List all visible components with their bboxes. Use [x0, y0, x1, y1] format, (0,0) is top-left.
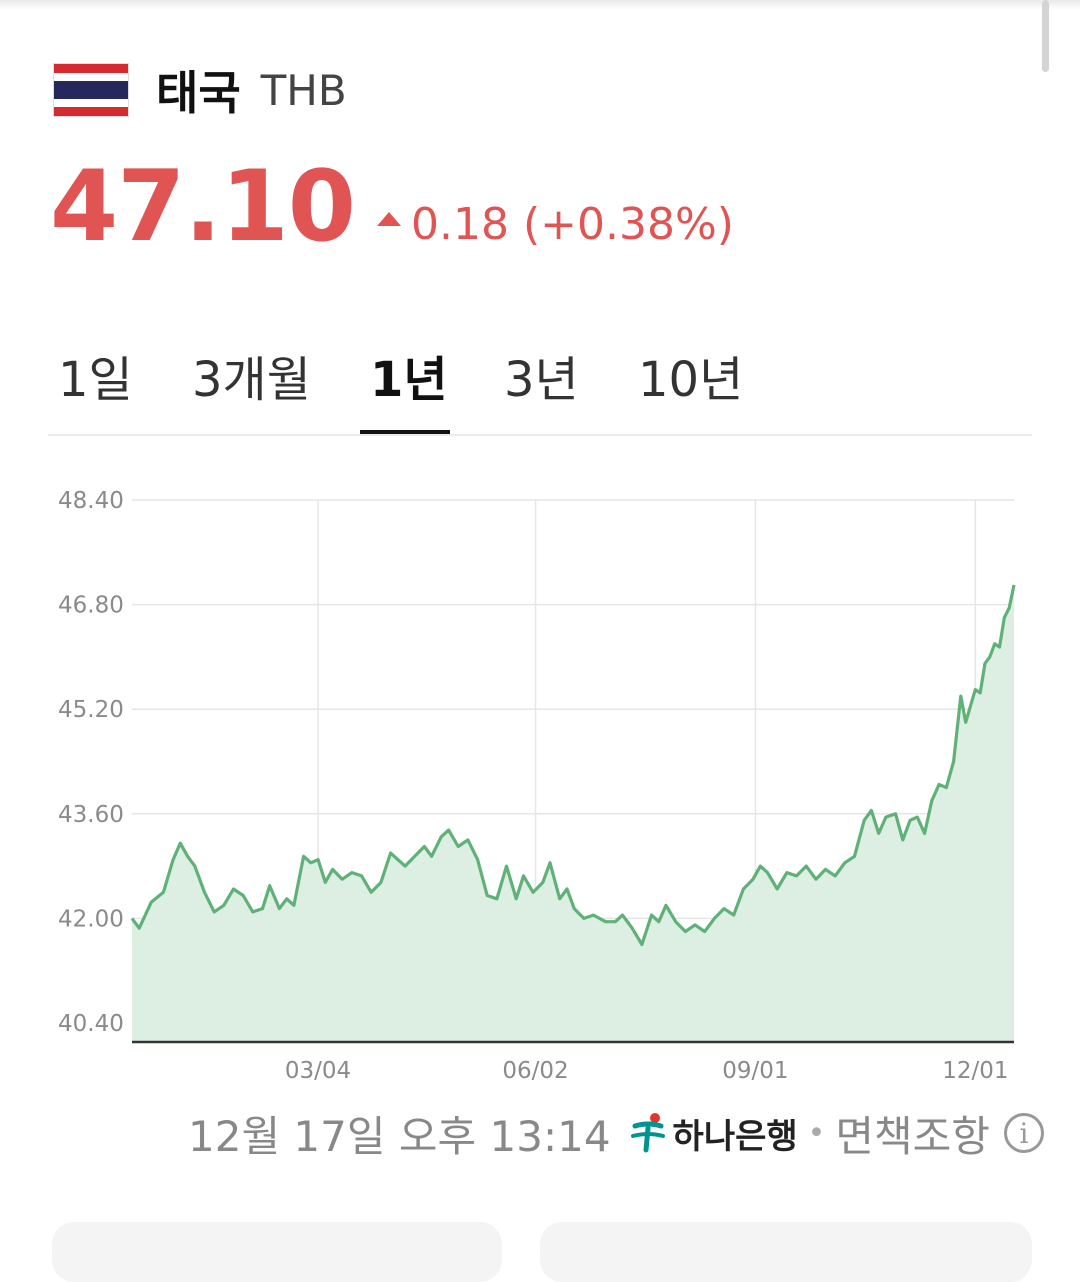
x-tick-label: 09/01: [722, 1058, 788, 1084]
tab-1d[interactable]: 1일: [58, 352, 133, 408]
period-tabs: 1일 3개월 1년 3년 10년: [48, 320, 1032, 436]
y-tick-label: 46.80: [58, 593, 124, 619]
chart-area-fill: [132, 585, 1014, 1042]
update-timestamp: 12월 17일 오후 13:14: [188, 1111, 611, 1161]
y-tick-label: 45.20: [58, 697, 124, 723]
footer: 12월 17일 오후 13:14 하나은행 • 면책조항 i: [188, 1108, 1044, 1161]
currency-code: THB: [260, 65, 347, 115]
currency-header: 태국 THB: [54, 60, 347, 120]
x-tick-label: 12/01: [942, 1058, 1008, 1084]
disclaimer-link[interactable]: 면책조항: [835, 1111, 990, 1161]
tab-3m[interactable]: 3개월: [192, 352, 311, 408]
bank-name: 하나은행: [672, 1116, 798, 1157]
info-icon[interactable]: i: [1003, 1113, 1044, 1153]
tab-10y[interactable]: 10년: [638, 352, 744, 408]
top-shadow: [0, 0, 1080, 10]
card-left[interactable]: [52, 1222, 502, 1282]
y-tick-label: 42.00: [58, 906, 124, 932]
y-tick-label: 43.60: [58, 802, 124, 828]
rate-chart: 48.40 46.80 45.20 43.60 42.00 40.40 03/04 06/0…: [58, 488, 1016, 1084]
chart-series-line: [130, 584, 1016, 947]
exchange-rate: 47.10: [50, 150, 356, 264]
tab-1y[interactable]: 1년: [370, 352, 448, 408]
y-tick-label: 48.40: [58, 488, 124, 514]
y-tick-label: 40.40: [58, 1011, 124, 1037]
hana-bank-logo-icon: [630, 1113, 665, 1153]
bank-logo: 하나은행: [629, 1109, 798, 1158]
active-tab-indicator: [360, 430, 450, 434]
up-arrow-icon: [376, 211, 401, 226]
rate-change-value: 0.18 (+0.38%): [410, 199, 734, 250]
tab-3y[interactable]: 3년: [504, 352, 579, 408]
country-name: 태국: [156, 66, 241, 120]
thailand-flag-icon: [54, 64, 128, 116]
x-tick-label: 06/02: [502, 1058, 568, 1084]
quote-row: 47.10 0.18 (+0.38%): [50, 158, 734, 256]
scrollbar[interactable]: [1042, 0, 1049, 72]
rate-change: 0.18 (+0.38%): [376, 199, 734, 250]
x-tick-label: 03/04: [285, 1058, 351, 1084]
card-right[interactable]: [540, 1222, 1032, 1282]
x-axis-ticks: 03/04 06/02 09/01 12/01: [285, 1058, 1009, 1084]
y-axis-ticks: 48.40 46.80 45.20 43.60 42.00 40.40: [58, 488, 124, 1037]
separator: •: [807, 1115, 826, 1151]
